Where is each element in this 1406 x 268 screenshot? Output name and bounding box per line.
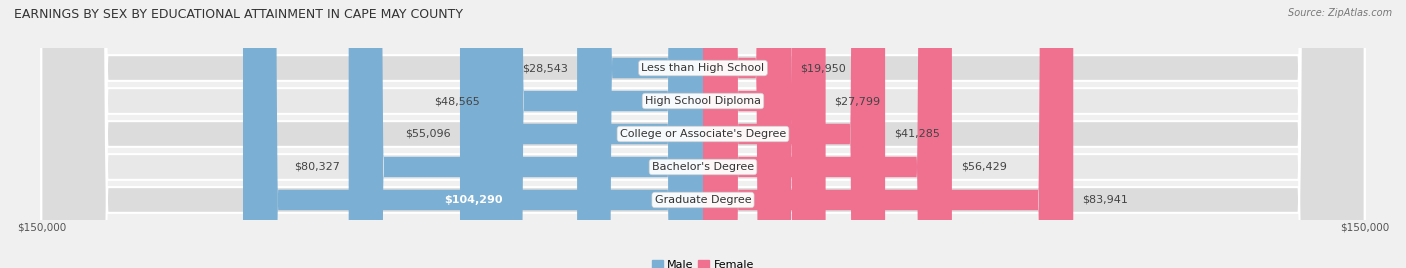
FancyBboxPatch shape [703, 0, 886, 268]
FancyBboxPatch shape [41, 0, 1365, 268]
FancyBboxPatch shape [41, 0, 1365, 268]
FancyBboxPatch shape [703, 0, 825, 268]
FancyBboxPatch shape [349, 0, 703, 268]
FancyBboxPatch shape [703, 0, 952, 268]
Text: $19,950: $19,950 [800, 63, 845, 73]
Text: $27,799: $27,799 [834, 96, 880, 106]
Text: $83,941: $83,941 [1083, 195, 1128, 205]
Text: College or Associate's Degree: College or Associate's Degree [620, 129, 786, 139]
FancyBboxPatch shape [703, 0, 1073, 268]
FancyBboxPatch shape [41, 0, 1365, 268]
FancyBboxPatch shape [41, 0, 1365, 268]
FancyBboxPatch shape [243, 0, 703, 268]
Text: Source: ZipAtlas.com: Source: ZipAtlas.com [1288, 8, 1392, 18]
FancyBboxPatch shape [703, 0, 792, 268]
FancyBboxPatch shape [489, 0, 703, 268]
Text: $55,096: $55,096 [405, 129, 451, 139]
Text: High School Diploma: High School Diploma [645, 96, 761, 106]
FancyBboxPatch shape [41, 0, 1365, 268]
Text: Less than High School: Less than High School [641, 63, 765, 73]
FancyBboxPatch shape [460, 0, 703, 268]
Text: EARNINGS BY SEX BY EDUCATIONAL ATTAINMENT IN CAPE MAY COUNTY: EARNINGS BY SEX BY EDUCATIONAL ATTAINMEN… [14, 8, 463, 21]
Text: $104,290: $104,290 [444, 195, 502, 205]
Text: $41,285: $41,285 [894, 129, 939, 139]
Text: $48,565: $48,565 [434, 96, 479, 106]
Legend: Male, Female: Male, Female [647, 255, 759, 268]
Text: $80,327: $80,327 [294, 162, 340, 172]
FancyBboxPatch shape [576, 0, 703, 268]
Text: $56,429: $56,429 [960, 162, 1007, 172]
Text: $28,543: $28,543 [523, 63, 568, 73]
Text: Graduate Degree: Graduate Degree [655, 195, 751, 205]
Text: Bachelor's Degree: Bachelor's Degree [652, 162, 754, 172]
